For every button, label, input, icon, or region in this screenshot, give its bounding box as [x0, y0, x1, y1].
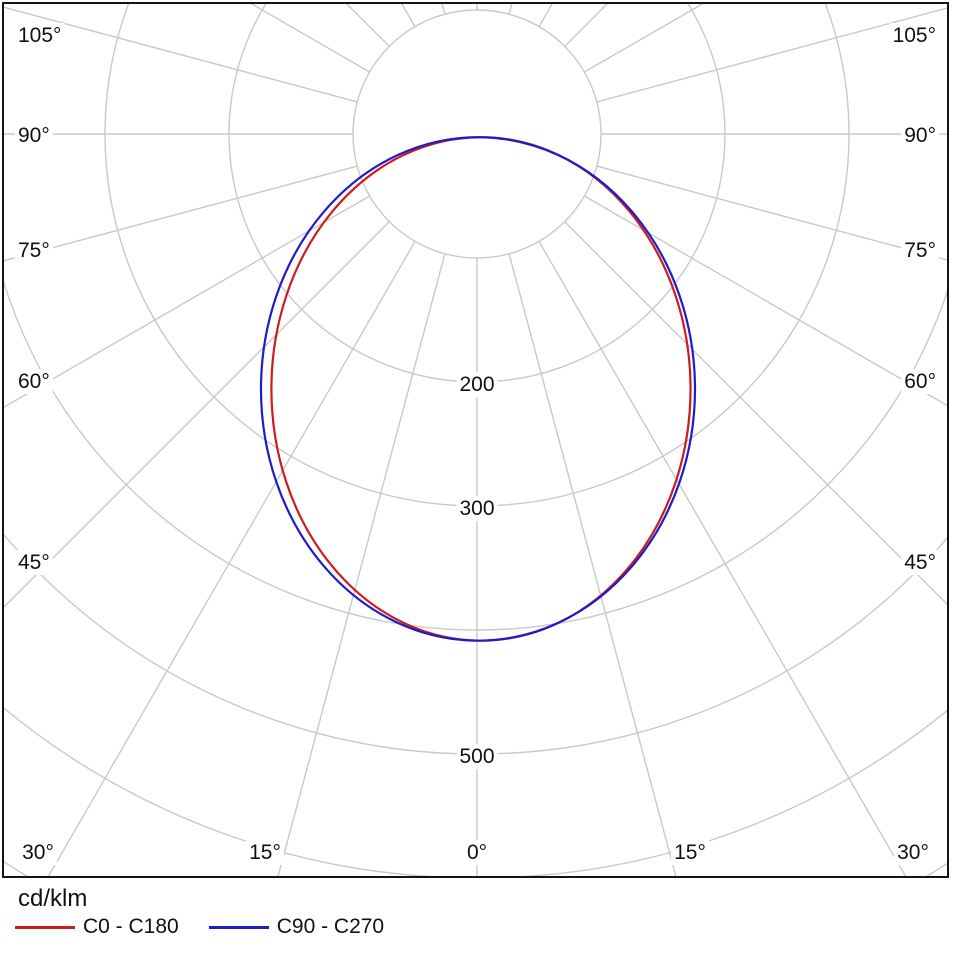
angle-label-left: 75° [18, 239, 50, 262]
label-background [15, 369, 53, 394]
angle-label-left: 105° [18, 24, 61, 47]
legend-line-sample-red [15, 925, 75, 929]
angle-label-right: 90° [904, 124, 936, 147]
ring-label: 300 [459, 497, 494, 520]
label-background [901, 369, 939, 394]
angle-label-left: 45° [18, 551, 50, 574]
angle-label-bottom: 30° [22, 841, 54, 864]
curve-c90-c270 [259, 136, 697, 642]
legend-label-c0-c180: C0 - C180 [83, 915, 179, 938]
angle-label-bottom: 0° [467, 841, 487, 864]
grid-spoke [596, 165, 948, 261]
plot-border [2, 2, 949, 878]
ring-label: 200 [459, 373, 494, 396]
legend-item-c0-c180: C0 - C180 [15, 915, 179, 939]
legend-unit-label: cd/klm [18, 885, 88, 912]
label-background [456, 496, 498, 521]
label-background [15, 23, 65, 48]
grid-spoke [277, 253, 446, 877]
angle-label-bottom: 30° [897, 841, 929, 864]
grid-spoke [538, 241, 907, 877]
angle-label-bottom: 15° [249, 841, 281, 864]
legend-label-c90-c270: C90 - C270 [276, 915, 385, 938]
label-background [901, 238, 939, 263]
label-background [671, 840, 709, 865]
label-background [889, 23, 939, 48]
legend-rows: C0 - C180 C90 - C270 [15, 915, 384, 939]
label-background [19, 840, 57, 865]
label-background [456, 372, 498, 397]
angle-label-right: 75° [904, 239, 936, 262]
label-background [463, 840, 491, 865]
legend: cd/klm C0 - C180 C90 - C270 [15, 885, 384, 939]
label-background [456, 744, 498, 769]
grid-spoke [564, 221, 948, 606]
legend-line-sample-blue [208, 925, 269, 929]
ring-label: 500 [459, 745, 494, 768]
chart-labels: 200 300 500 105° 90° 75° 60° 45° 105° 90° 75° 60° 45… [15, 23, 939, 865]
label-background [901, 550, 939, 575]
grid-spoke [47, 241, 416, 877]
label-background [246, 840, 284, 865]
angle-label-bottom: 15° [674, 841, 706, 864]
angle-label-right: 105° [893, 24, 936, 47]
angle-label-left: 90° [18, 124, 50, 147]
label-background [15, 550, 53, 575]
label-background [901, 123, 939, 148]
angle-label-right: 60° [904, 370, 936, 393]
label-background [15, 238, 53, 263]
grid-spoke [596, 7, 948, 103]
grid-spoke [3, 221, 390, 609]
grid-spoke [3, 195, 370, 409]
angle-label-left: 60° [18, 370, 50, 393]
grid-spoke [3, 6, 358, 103]
angle-label-right: 45° [904, 551, 936, 574]
grid-spoke [508, 253, 677, 877]
label-background [15, 123, 53, 148]
grid-spoke [584, 195, 948, 407]
grid-ring [352, 9, 602, 259]
grid-spoke [3, 165, 358, 262]
legend-item-c90-c270: C90 - C270 [208, 915, 385, 939]
label-background [894, 840, 932, 865]
